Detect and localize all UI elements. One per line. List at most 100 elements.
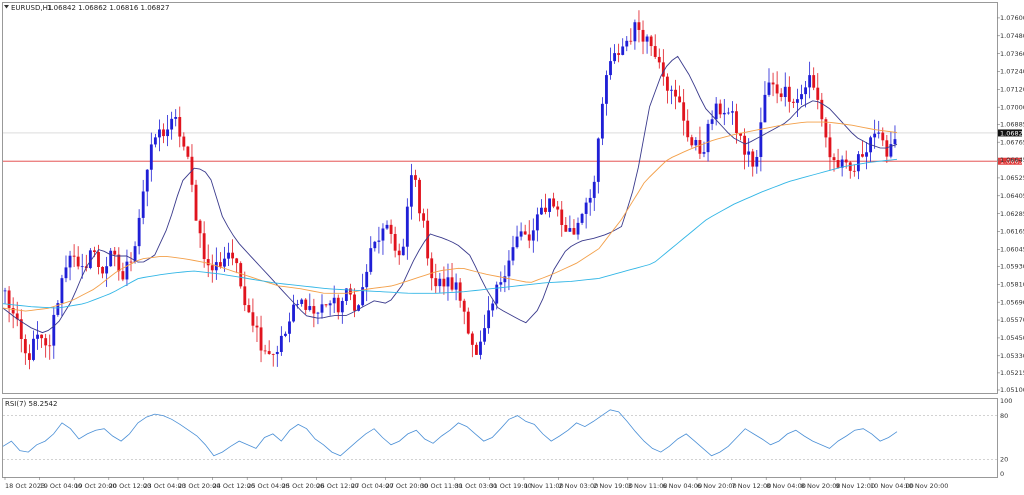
candle — [105, 256, 109, 287]
candle-body — [613, 53, 616, 62]
candle-body — [747, 151, 751, 155]
dropdown-triangle-icon[interactable] — [4, 5, 9, 9]
candle-body — [889, 144, 893, 157]
candle-body — [3, 290, 7, 292]
candle — [560, 201, 564, 237]
candle — [731, 101, 734, 125]
candle — [621, 38, 625, 56]
rsi-axis: 100 80 20 0 — [1000, 397, 1012, 478]
candle-body — [568, 228, 572, 232]
candle — [11, 297, 15, 329]
candle-body — [377, 240, 381, 242]
candle — [698, 126, 702, 160]
candle — [332, 285, 336, 314]
time-tick-label: 10 Nov 20:00 — [905, 482, 949, 490]
candle-body — [454, 282, 458, 290]
time-tick-label: 18 Oct 2023 — [5, 482, 45, 490]
candle-body — [320, 304, 324, 313]
time-tick-label: 6 Nov 20:00 — [697, 482, 737, 490]
candle-body — [698, 140, 702, 154]
candle — [739, 132, 742, 141]
price-tick-label: 1.05570 — [1000, 316, 1024, 324]
candle — [678, 85, 682, 103]
candle-body — [552, 198, 556, 207]
time-tick-label: 10 Nov 04:00 — [870, 482, 914, 490]
candle — [19, 309, 23, 353]
candle — [670, 85, 673, 105]
time-tick-label: 27 Oct 20:00 — [386, 482, 428, 490]
price-tick-label: 1.06885 — [1000, 121, 1024, 129]
candle — [763, 81, 767, 123]
candle-body — [479, 341, 482, 355]
candle — [759, 107, 763, 172]
candle — [552, 192, 556, 209]
candle — [149, 132, 153, 182]
candle — [357, 304, 360, 312]
time-tick-label: 24 Oct 12:00 — [213, 482, 255, 490]
candle-body — [507, 260, 511, 277]
candle-body — [560, 209, 564, 225]
candle — [775, 71, 779, 104]
candle-body — [584, 202, 588, 214]
candle — [393, 226, 397, 258]
price-tick-label: 1.07240 — [1000, 68, 1024, 76]
candle-body — [247, 305, 251, 313]
candle — [182, 132, 186, 151]
candle — [389, 219, 393, 244]
candle — [686, 109, 690, 142]
candle-body — [527, 234, 531, 241]
candle — [629, 28, 633, 45]
candle — [706, 119, 710, 162]
candle-body — [422, 213, 426, 221]
candle — [633, 19, 637, 50]
candle-body — [828, 137, 832, 158]
candle — [836, 148, 840, 169]
candle-body — [653, 46, 657, 57]
candle-body — [771, 82, 775, 85]
candle-body — [48, 345, 52, 347]
candle-body — [592, 181, 596, 198]
candle — [889, 131, 893, 159]
candle-body — [308, 306, 312, 310]
candle — [117, 247, 121, 281]
candle-body — [682, 102, 686, 121]
candle — [479, 330, 482, 360]
candle — [44, 333, 48, 358]
candle-body — [600, 103, 604, 139]
candle — [820, 92, 824, 127]
candle — [572, 219, 576, 235]
time-tick-label: 2 Nov 19:00 — [593, 482, 633, 490]
candle — [40, 334, 44, 348]
candle-body — [336, 297, 340, 313]
candle — [304, 298, 308, 315]
candle-body — [44, 338, 48, 346]
candle — [235, 257, 239, 274]
candle-body — [369, 248, 373, 272]
price-axis: 1.07600 1.07480 1.07360 1.07240 1.07120 1.070… — [997, 14, 1024, 394]
candle-body — [649, 36, 653, 47]
candle-body — [848, 162, 852, 171]
candle — [145, 169, 149, 207]
symbol-label: EURUSD,H1 — [11, 4, 52, 12]
candle-body — [678, 96, 682, 103]
candle — [349, 283, 352, 301]
candle — [523, 224, 527, 235]
time-tick-label: 31 Oct 19:00 — [489, 482, 531, 490]
candle — [491, 300, 495, 317]
price-tick-label: 1.07000 — [1000, 103, 1024, 111]
candle — [653, 34, 657, 59]
candle-body — [72, 255, 76, 257]
candle — [401, 238, 405, 256]
candle-body — [430, 258, 434, 279]
candle-body — [23, 339, 27, 354]
candle-body — [353, 294, 356, 311]
candle — [27, 344, 31, 370]
candle — [385, 220, 389, 230]
candle — [223, 246, 226, 272]
candle-body — [446, 277, 450, 287]
candle — [885, 134, 889, 163]
candle-body — [40, 334, 44, 339]
candle-body — [36, 334, 39, 339]
price-tick-label: 1.05215 — [1000, 369, 1024, 377]
